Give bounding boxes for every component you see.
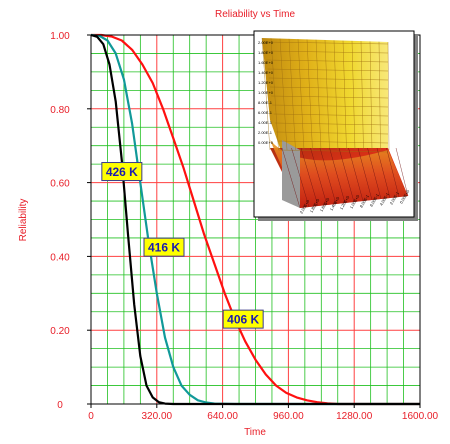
inset-mesh-line <box>270 38 279 151</box>
inset-mesh-line <box>300 147 319 207</box>
annotations: 426 K 416 K 406 K <box>101 162 264 329</box>
series-line-406k <box>91 33 420 406</box>
annotation-label: 406 K <box>227 313 259 327</box>
inset-mesh-line <box>281 147 301 209</box>
x-tick-label: 640.00 <box>207 411 238 422</box>
annotation-box <box>101 162 143 182</box>
annotation-box <box>222 309 264 329</box>
inset-mesh-line <box>315 39 322 151</box>
inset-tick-label: 2.00E-1 <box>389 190 401 205</box>
y-tick-label: 1.00 <box>50 31 70 42</box>
y-tick-label: 0.60 <box>50 179 70 190</box>
inset-mesh-line <box>306 39 313 151</box>
chart-title: Reliability vs Time <box>215 9 295 20</box>
annotation-box <box>143 237 185 257</box>
inset-tick-label: 1.20E+0 <box>258 80 274 85</box>
inset-mesh-line <box>275 131 389 135</box>
inset-mesh-line <box>386 147 400 198</box>
inset-mesh-line <box>395 147 409 197</box>
inset-mesh-line <box>266 59 389 63</box>
x-tick-label: 960.00 <box>273 411 304 422</box>
y-axis-label: Reliability <box>18 199 29 242</box>
inset-mesh-line <box>338 147 355 203</box>
inset-mesh-line <box>378 41 381 151</box>
inset-mesh-line <box>279 38 288 151</box>
inset-mesh-line <box>277 140 389 144</box>
inset-mesh-line <box>297 39 305 151</box>
inset-tick-label: 1.40E+0 <box>258 70 274 75</box>
y-tick-label: 0.80 <box>50 105 70 116</box>
x-tick-label: 320.00 <box>142 411 173 422</box>
inset-mesh <box>261 37 409 209</box>
inset-mesh-line <box>265 50 389 54</box>
annotation-label: 426 K <box>106 165 138 179</box>
inset-tick-label: 1.00E+0 <box>258 90 274 95</box>
inset-mesh-line <box>274 122 389 126</box>
x-tick-label: 1600.00 <box>402 411 439 422</box>
x-tick-label: 1280.00 <box>336 411 373 422</box>
inset-ramp <box>270 140 408 208</box>
inset-mesh-line <box>263 41 389 45</box>
inset-tick-label: 6.00E-1 <box>258 110 273 115</box>
series-annotation: 416 K <box>143 237 185 257</box>
inset-mesh-line <box>261 37 271 151</box>
inset-mesh-line <box>387 41 390 151</box>
inset-mesh-line <box>329 147 346 204</box>
inset-mesh-line <box>269 86 389 90</box>
inset-mesh-line <box>278 149 389 153</box>
x-tick-label: 0 <box>88 411 94 422</box>
inset-mesh-line <box>272 104 389 108</box>
inset-mesh-line <box>267 68 389 72</box>
inset-tick-label: 4.00E-1 <box>379 191 391 206</box>
y-tick-label: 0.20 <box>50 326 70 337</box>
inset-tick-label: 8.00E-1 <box>359 193 371 208</box>
inset-back-wall <box>262 38 388 155</box>
inset-mesh-line <box>360 41 364 151</box>
inset-mesh-line <box>333 40 339 151</box>
inset-mesh-line <box>291 147 310 208</box>
inset-gray-base <box>282 140 300 208</box>
inset-3d-surface: 2.00E+0 1.80E+0 1.60E+0 1.40E+0 1.20E+0 1.00E… <box>253 30 418 221</box>
inset-mesh-line <box>324 39 330 151</box>
y-tick-label: 0.40 <box>50 252 70 263</box>
inset-tick-label: 4.00E-1 <box>258 120 273 125</box>
inset-mesh-line <box>271 95 389 99</box>
inset-tick-label: 1.80E+0 <box>258 50 274 55</box>
inset-tick-label: 2.00E+0 <box>258 40 274 45</box>
inset-tick-label: 8.00E-1 <box>258 100 273 105</box>
x-axis-label: Time <box>244 427 266 438</box>
series-annotation: 426 K <box>101 162 143 182</box>
inset-mesh-line <box>288 38 296 151</box>
inset-mesh-line <box>342 40 347 151</box>
inset-tick-label: 6.00E-1 <box>369 192 381 207</box>
annotation-label: 416 K <box>148 241 180 255</box>
inset-mesh-line <box>348 147 364 202</box>
inset-mesh-line <box>310 147 328 206</box>
inset-mesh-line <box>357 147 373 201</box>
inset-tick-label: 2.00E-1 <box>258 130 273 135</box>
inset-mesh-line <box>376 147 391 199</box>
tick-labels: 0 320.00 640.00 960.00 1280.00 1600.00 0 0.20 0.… <box>50 31 438 422</box>
inset-mesh-line <box>367 147 382 200</box>
series-annotation: 406 K <box>222 309 264 329</box>
inset-mesh-line <box>369 41 373 151</box>
inset-mesh-line <box>273 113 389 117</box>
inset-mesh-line <box>268 77 389 81</box>
inset-mesh-line <box>351 40 356 151</box>
inset-tick-label: 1.60E+0 <box>258 60 274 65</box>
inset-tick-label: 0.00E+0 <box>258 140 274 145</box>
inset-mesh-line <box>319 147 337 205</box>
y-tick-label: 0 <box>57 400 63 411</box>
